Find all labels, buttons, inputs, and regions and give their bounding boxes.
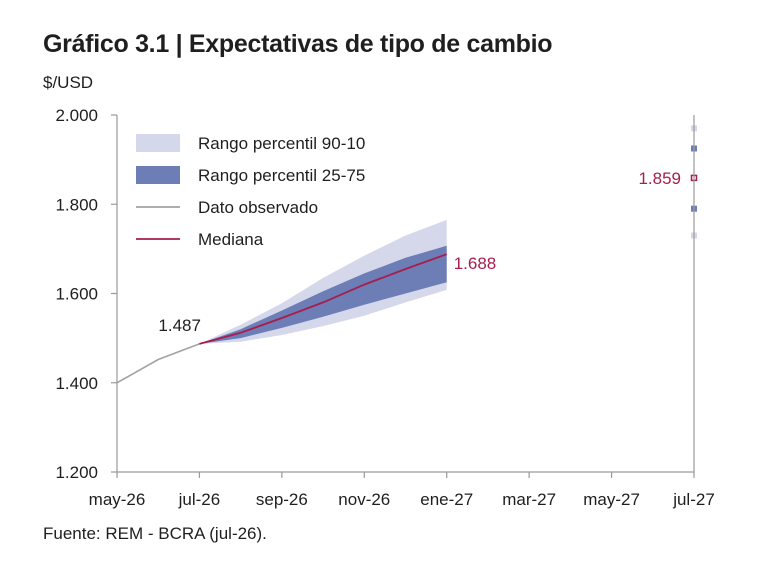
annotation-median-jul27: 1.859 — [638, 169, 681, 188]
band-p25-75 — [199, 245, 447, 344]
series-lines — [116, 253, 448, 384]
x-tick-label: nov-26 — [338, 490, 390, 509]
y-tick-label: 2.000 — [55, 106, 98, 125]
x-tick-label: may-27 — [583, 490, 640, 509]
x-tick-label: ene-27 — [420, 490, 473, 509]
legend: Rango percentil 90-10 Rango percentil 25-… — [136, 134, 365, 249]
observed-line — [116, 343, 200, 384]
x-tick-label: sep-26 — [256, 490, 308, 509]
y-tick-label: 1.800 — [55, 195, 98, 214]
legend-label-observed: Dato observado — [198, 198, 318, 217]
band-p90-10 — [199, 219, 447, 344]
y-axis-unit-label: $/USD — [43, 73, 94, 92]
x-tick-label: jul-26 — [178, 490, 221, 509]
percentile-bands — [199, 219, 447, 344]
x-tick-label: jul-27 — [672, 490, 715, 509]
legend-label-p90_10: Rango percentil 90-10 — [198, 134, 365, 153]
legend-label-median: Mediana — [198, 230, 264, 249]
y-tick-label: 1.600 — [55, 285, 98, 304]
legend-swatch-p25_75 — [136, 166, 180, 184]
annotation-median-ene27: 1.688 — [454, 254, 497, 273]
annotations: 1.487 1.688 1.859 — [158, 169, 681, 335]
x-tick-label: may-26 — [89, 490, 146, 509]
y-tick-label: 1.200 — [55, 463, 98, 482]
x-tick-label: mar-27 — [502, 490, 556, 509]
chart-title: Gráfico 3.1 | Expectativas de tipo de ca… — [43, 30, 553, 58]
median-line — [199, 253, 448, 345]
axes: 1.200 1.400 1.600 1.800 2.000 may-26 jul-26 sep… — [55, 106, 714, 509]
y-tick-label: 1.400 — [55, 374, 98, 393]
legend-label-p25_75: Rango percentil 25-75 — [198, 166, 365, 185]
legend-swatch-p90_10 — [136, 134, 180, 152]
source-note: Fuente: REM - BCRA (jul-26). — [43, 524, 267, 543]
annotation-observed-last: 1.487 — [158, 316, 201, 335]
